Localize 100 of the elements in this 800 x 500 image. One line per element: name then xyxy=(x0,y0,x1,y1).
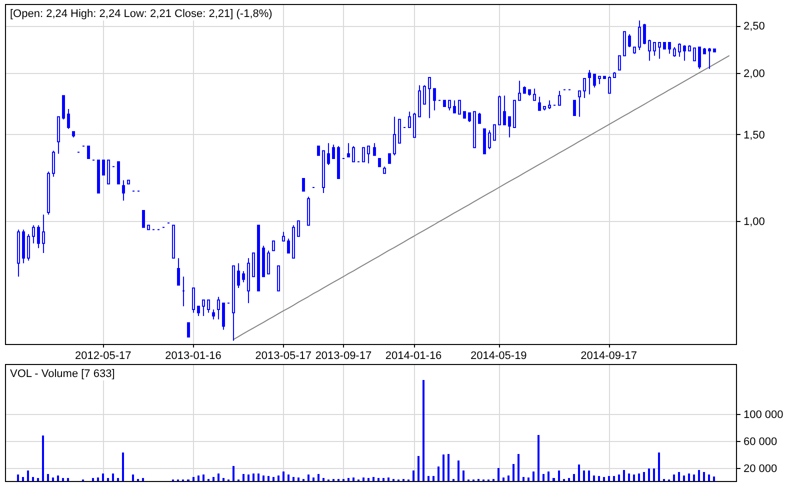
candlestick xyxy=(488,130,491,150)
bar xyxy=(622,470,625,482)
bar xyxy=(307,474,310,482)
candlestick xyxy=(362,147,365,162)
bar xyxy=(702,472,705,482)
candlestick xyxy=(147,224,150,230)
candlestick xyxy=(352,146,355,162)
candlestick xyxy=(693,48,696,62)
candlestick xyxy=(247,258,250,304)
x-tick-label: 2014-05-19 xyxy=(470,350,527,362)
candlestick xyxy=(347,142,350,158)
candlestick xyxy=(538,96,541,111)
candlestick xyxy=(262,245,265,278)
bar xyxy=(658,452,660,482)
candlestick xyxy=(62,95,65,120)
candlestick xyxy=(518,80,521,101)
candlestick xyxy=(102,160,105,176)
candlestick xyxy=(468,112,471,123)
candlestick xyxy=(463,111,466,119)
candlestick xyxy=(242,270,245,283)
candlestick xyxy=(628,34,631,48)
candlestick xyxy=(222,302,225,330)
bar xyxy=(648,468,650,482)
bar xyxy=(217,473,220,482)
candlestick xyxy=(67,108,70,130)
candlestick xyxy=(648,39,651,62)
y-tick-label: 100 000 xyxy=(744,408,784,421)
bar xyxy=(122,452,124,482)
candlestick xyxy=(22,229,25,264)
bar xyxy=(642,472,645,482)
bar xyxy=(618,474,620,482)
candlestick xyxy=(217,296,220,320)
candlestick xyxy=(513,100,516,128)
candlestick xyxy=(202,300,205,317)
candlestick xyxy=(87,146,90,160)
bar xyxy=(612,476,615,482)
candlestick xyxy=(267,250,270,274)
bar xyxy=(462,470,465,482)
candlestick xyxy=(182,276,185,307)
x-tick-label: 2014-09-17 xyxy=(580,350,637,362)
candlestick xyxy=(633,46,636,54)
candlestick xyxy=(668,42,671,54)
candlestick xyxy=(177,258,180,286)
bar xyxy=(112,473,114,482)
bar xyxy=(548,471,550,482)
bar xyxy=(252,473,254,482)
candlestick xyxy=(47,171,50,216)
candlestick xyxy=(252,252,255,278)
bar xyxy=(257,473,260,482)
bar xyxy=(538,434,540,482)
candlestick xyxy=(623,31,626,56)
candlestick xyxy=(573,100,576,116)
bar xyxy=(542,474,545,482)
candlestick xyxy=(408,111,411,128)
bar xyxy=(132,474,134,482)
bar xyxy=(692,474,695,482)
candlestick xyxy=(528,89,531,96)
candlestick xyxy=(398,118,401,144)
candlestick xyxy=(17,229,20,278)
bar xyxy=(232,466,234,482)
candlestick xyxy=(322,150,325,194)
bar xyxy=(17,474,20,482)
candlestick xyxy=(653,42,656,56)
bar xyxy=(588,470,590,482)
bar xyxy=(27,470,30,482)
bar xyxy=(202,474,204,482)
bar xyxy=(47,474,50,482)
candlestick xyxy=(593,74,596,88)
bar xyxy=(678,472,680,482)
bar xyxy=(247,474,250,482)
candlestick xyxy=(658,42,661,60)
y-tick-label: 2,00 xyxy=(744,68,765,80)
bar xyxy=(598,476,600,482)
candlestick xyxy=(453,100,456,114)
chart-title: VOL - Volume [7 633] xyxy=(10,368,115,380)
candlestick xyxy=(413,112,416,138)
bar xyxy=(438,466,440,482)
bar xyxy=(632,474,635,482)
candlestick xyxy=(257,224,260,292)
bar xyxy=(428,476,430,482)
bar xyxy=(498,468,500,482)
candlestick xyxy=(207,300,210,314)
bar xyxy=(682,475,685,482)
candlestick xyxy=(122,180,125,202)
candlestick xyxy=(533,88,536,101)
bar xyxy=(317,474,320,482)
candlestick xyxy=(327,142,330,166)
candlestick xyxy=(458,100,461,115)
bar xyxy=(197,475,200,482)
bar xyxy=(582,470,585,482)
y-tick-label: 20 000 xyxy=(744,462,778,475)
y-tick-label: 2,50 xyxy=(744,20,765,33)
candlestick xyxy=(478,112,481,124)
candlestick xyxy=(683,44,686,62)
candlestick xyxy=(307,196,310,226)
candlestick xyxy=(317,146,320,156)
candlestick xyxy=(448,100,451,111)
candlestick xyxy=(97,160,100,194)
candlestick xyxy=(418,84,421,118)
candlestick xyxy=(698,46,701,70)
